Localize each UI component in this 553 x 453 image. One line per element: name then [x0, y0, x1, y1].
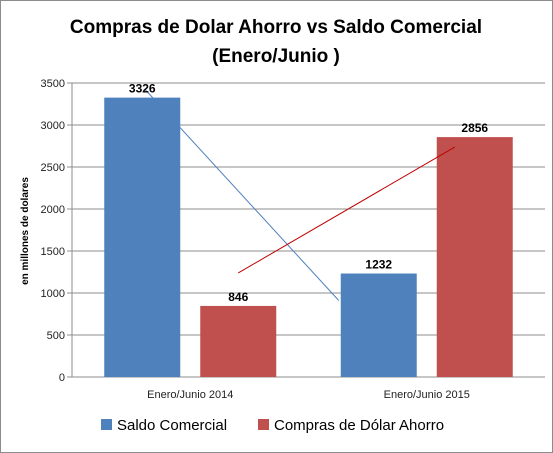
trend-line [237, 146, 456, 274]
bar [340, 273, 417, 377]
y-tick-label: 3500 [41, 78, 65, 90]
y-tick-label: 3000 [41, 120, 65, 132]
bar [436, 137, 513, 377]
y-tick-labels: 0 500 1000 1500 2000 2500 3000 3500 [41, 78, 65, 384]
bar [200, 305, 277, 377]
legend-swatch [101, 419, 112, 430]
data-label: 846 [228, 290, 248, 304]
y-tick-label: 500 [47, 330, 65, 342]
bars [104, 97, 513, 377]
y-tick-label: 0 [59, 372, 65, 384]
data-label: 1232 [365, 258, 392, 272]
y-tick-label: 2000 [41, 204, 65, 216]
legend-swatch [258, 419, 269, 430]
legend: Saldo Comercial Compras de Dólar Ahorro [101, 417, 444, 434]
legend-label: Saldo Comercial [117, 417, 227, 434]
y-tick-label: 1500 [41, 246, 65, 258]
x-tick-labels: Enero/Junio 2014 Enero/Junio 2015 [147, 389, 470, 401]
data-labels: 3326 1232 846 2856 [129, 82, 489, 304]
data-label: 2856 [461, 121, 488, 135]
y-tick-label: 1000 [41, 288, 65, 300]
x-tick-label: Enero/Junio 2015 [384, 389, 470, 401]
y-axis-label: en millones de dolares [20, 177, 31, 285]
data-label: 3326 [129, 82, 156, 96]
trend-lines [144, 89, 456, 301]
chart-title-line2: (Enero/Junio ) [212, 46, 340, 67]
bar [104, 97, 181, 377]
legend-label: Compras de Dólar Ahorro [274, 417, 444, 434]
y-tick-label: 2500 [41, 162, 65, 174]
chart-title-line1: Compras de Dolar Ahorro vs Saldo Comerci… [70, 17, 482, 38]
trend-line [144, 89, 340, 301]
x-tick-label: Enero/Junio 2014 [147, 389, 233, 401]
